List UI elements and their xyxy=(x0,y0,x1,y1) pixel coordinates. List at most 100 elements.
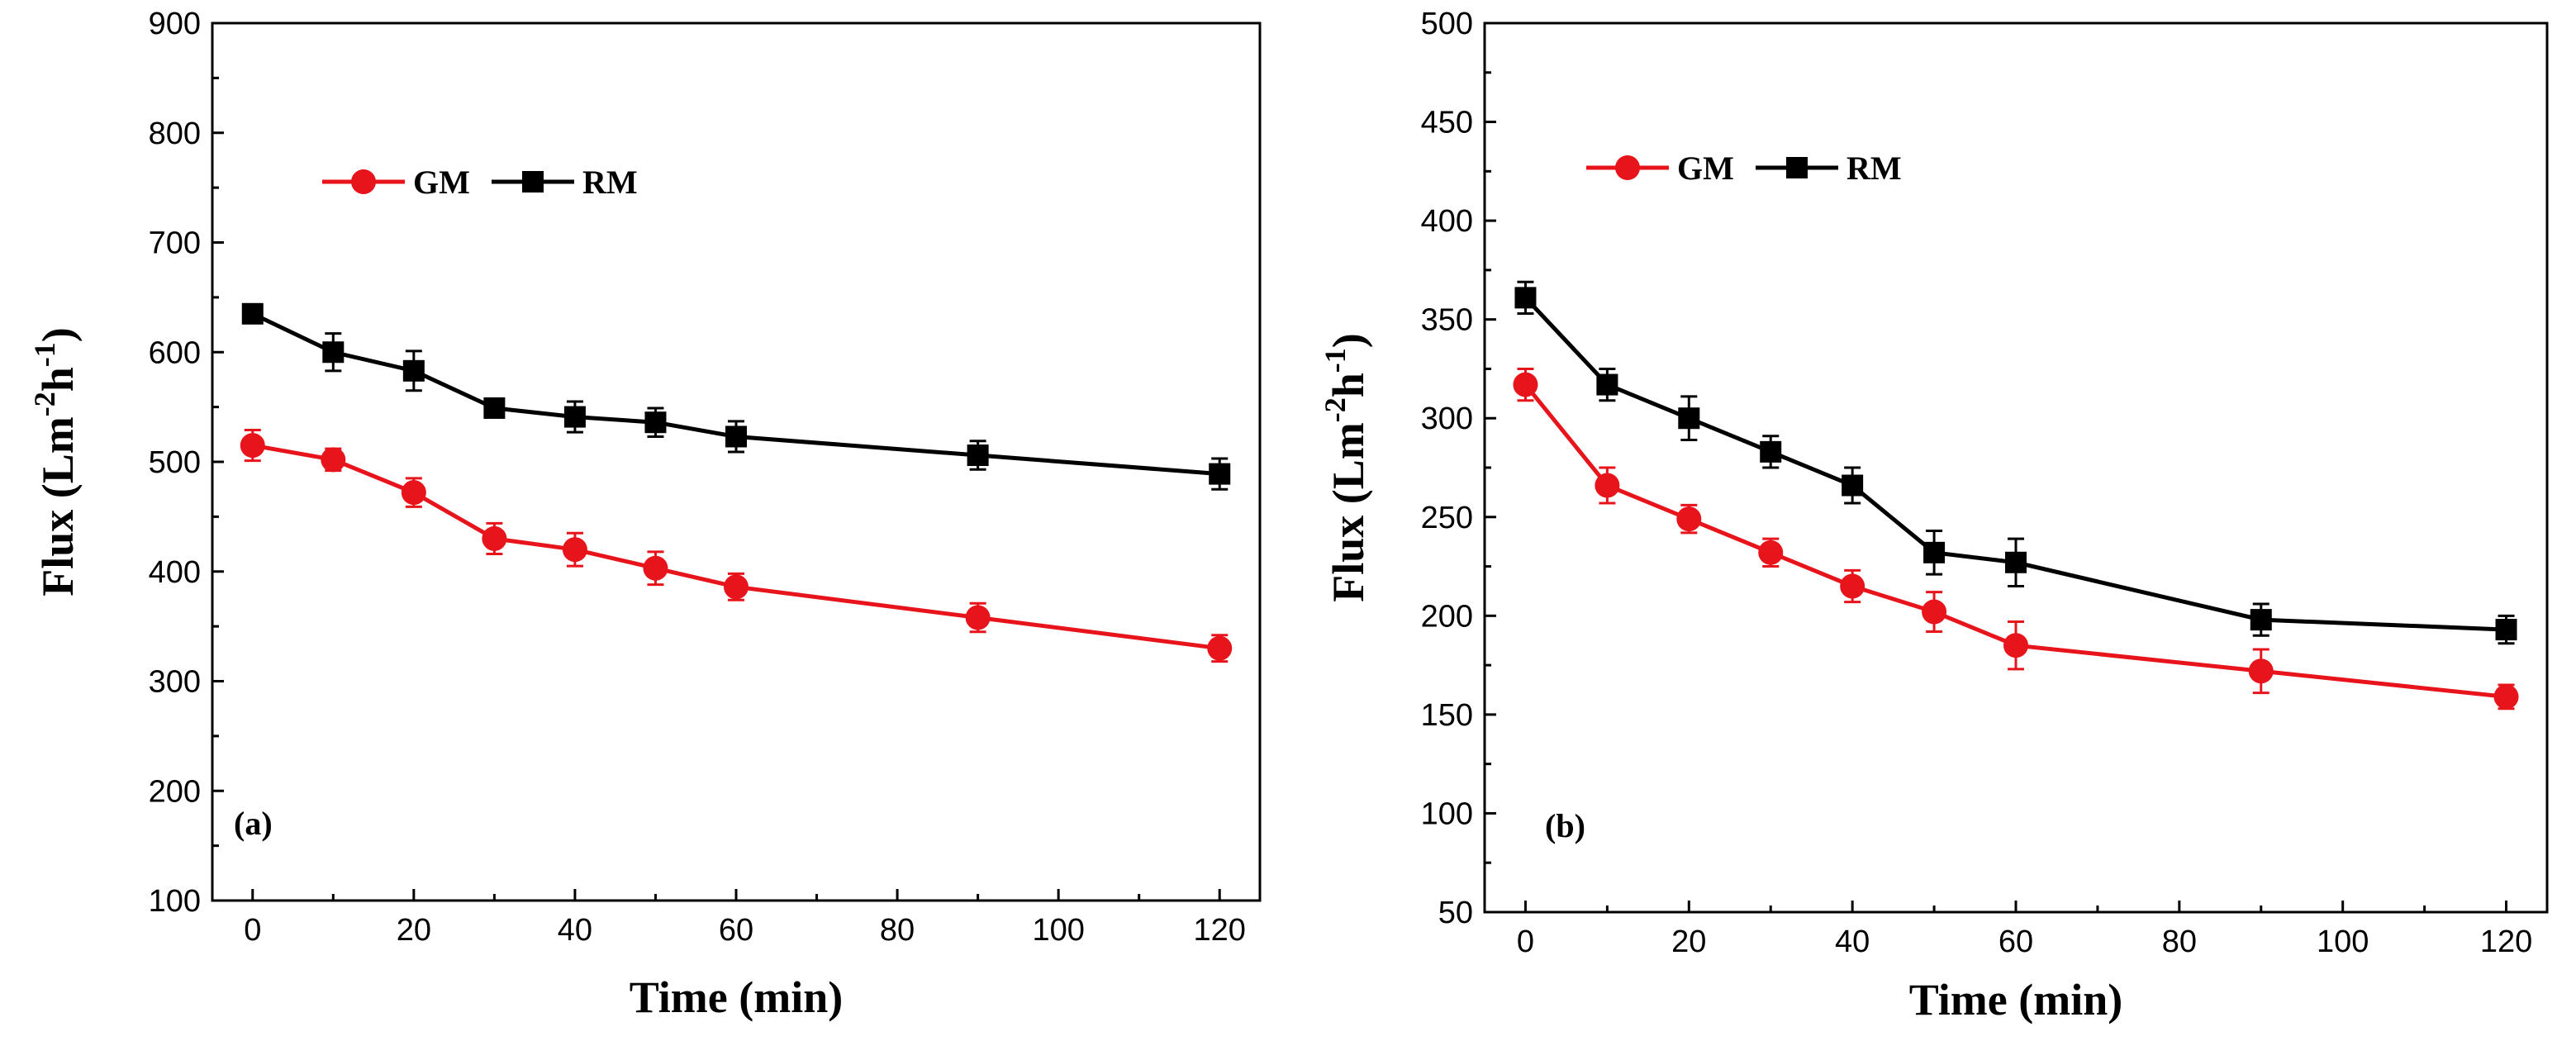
legend-marker xyxy=(1786,157,1808,178)
y-tick-label: 150 xyxy=(1421,698,1473,733)
data-point xyxy=(2493,684,2519,710)
x-tick-label: 80 xyxy=(880,913,915,948)
y-tick-label: 400 xyxy=(149,555,201,590)
data-point xyxy=(241,302,264,325)
data-point xyxy=(1676,506,1702,532)
series-gm xyxy=(1513,367,2519,711)
x-tick-label: 0 xyxy=(1517,925,1534,959)
series-rm xyxy=(1514,280,2517,645)
data-point xyxy=(321,447,346,473)
x-axis-title: Time (min) xyxy=(630,972,843,1022)
y-tick-label: 100 xyxy=(1421,796,1473,831)
data-point xyxy=(563,406,586,428)
y-tick-label: 300 xyxy=(1421,402,1473,436)
data-point xyxy=(967,444,989,467)
y-tick-label: 500 xyxy=(149,445,201,480)
series-rm xyxy=(241,302,1231,491)
legend-marker xyxy=(522,171,544,193)
legend: GM RM xyxy=(1586,150,1902,187)
data-point xyxy=(1923,541,1946,563)
y-tick-label: 200 xyxy=(149,774,201,809)
data-point xyxy=(240,433,265,459)
x-tick-label: 120 xyxy=(1194,913,1246,948)
data-point xyxy=(1760,440,1782,463)
data-point xyxy=(483,397,506,419)
data-point xyxy=(1840,573,1865,599)
data-point xyxy=(1842,474,1864,497)
legend-marker xyxy=(351,169,376,194)
panel-label: (b) xyxy=(1545,807,1585,844)
data-point xyxy=(2003,633,2028,658)
y-tick-label: 450 xyxy=(1421,106,1473,140)
chart-panel-b: 0 20 40 60 80 100 120 50 100 150 200 250 300 350 400 45… xyxy=(1319,7,2549,1024)
data-point xyxy=(2495,619,2517,641)
data-point xyxy=(2005,551,2027,573)
y-tick-label: 400 xyxy=(1421,204,1473,239)
x-tick-label: 60 xyxy=(719,913,753,948)
plot-frame xyxy=(211,21,1262,902)
legend-item-gm: GM xyxy=(322,164,470,201)
data-point xyxy=(322,341,345,364)
data-point xyxy=(1207,635,1233,661)
data-point xyxy=(644,411,667,434)
x-tick-label: 20 xyxy=(1671,925,1706,959)
x-axis-title: Time (min) xyxy=(1909,975,2122,1024)
x-tick-label: 40 xyxy=(558,913,592,948)
legend: GM RM xyxy=(322,164,638,201)
y-tick-label: 500 xyxy=(1421,7,1473,41)
data-point xyxy=(1514,287,1537,309)
y-tick-label: 200 xyxy=(1421,599,1473,634)
x-tick-label: 60 xyxy=(1999,925,2033,959)
x-tick-label: 80 xyxy=(2162,925,2197,959)
y-tick-label: 600 xyxy=(149,335,201,370)
y-axis-title: Flux (Lm-2h-1) xyxy=(28,327,83,597)
data-point xyxy=(562,537,587,563)
data-point xyxy=(1513,372,1538,397)
data-point xyxy=(402,359,425,382)
legend-label: GM xyxy=(413,164,470,201)
data-point xyxy=(1595,473,1620,498)
series-gm xyxy=(240,429,1233,663)
tick-group: 0 20 40 60 80 100 120 100 200 300 400 500 600 700 800 9… xyxy=(149,7,1246,948)
y-tick-label: 50 xyxy=(1438,896,1473,930)
data-point xyxy=(724,574,749,600)
x-tick-label: 40 xyxy=(1835,925,1870,959)
x-tick-label: 100 xyxy=(2317,925,2369,959)
data-point xyxy=(1922,599,1947,625)
data-point xyxy=(643,555,668,581)
x-tick-label: 0 xyxy=(244,913,261,948)
series-line xyxy=(252,443,1220,651)
tick-group: 0 20 40 60 80 100 120 50 100 150 200 250 300 350 400 45… xyxy=(1421,7,2533,959)
legend-marker xyxy=(1615,155,1640,180)
chart-panel-a: 0 20 40 60 80 100 120 100 200 300 400 500 600 700 800 9… xyxy=(28,7,1262,1022)
data-point xyxy=(1596,373,1618,396)
legend-label: RM xyxy=(582,164,638,201)
legend-item-rm: RM xyxy=(492,164,638,201)
x-tick-label: 120 xyxy=(2480,925,2532,959)
y-tick-label: 300 xyxy=(149,665,201,700)
x-tick-label: 100 xyxy=(1032,913,1084,948)
y-tick-label: 100 xyxy=(149,884,201,919)
y-tick-label: 800 xyxy=(149,116,201,151)
data-point xyxy=(2248,658,2274,684)
legend-label: RM xyxy=(1846,150,1902,187)
data-point xyxy=(401,480,426,506)
plot-frame xyxy=(1483,21,2549,914)
series-group xyxy=(240,302,1233,663)
legend-label: GM xyxy=(1677,150,1734,187)
series-group xyxy=(1513,280,2519,711)
data-point xyxy=(1209,463,1231,485)
panel-label: (a) xyxy=(234,805,273,842)
data-point xyxy=(482,525,507,551)
y-axis-title: Flux (Lm-2h-1) xyxy=(1319,333,1373,602)
legend-item-gm: GM xyxy=(1586,150,1734,187)
legend-item-rm: RM xyxy=(1756,150,1902,187)
data-point xyxy=(1758,540,1784,565)
data-point xyxy=(965,605,991,630)
y-tick-label: 700 xyxy=(149,226,201,261)
x-tick-label: 20 xyxy=(397,913,431,948)
y-tick-label: 250 xyxy=(1421,501,1473,535)
y-tick-label: 900 xyxy=(149,7,201,41)
y-tick-label: 350 xyxy=(1421,303,1473,338)
